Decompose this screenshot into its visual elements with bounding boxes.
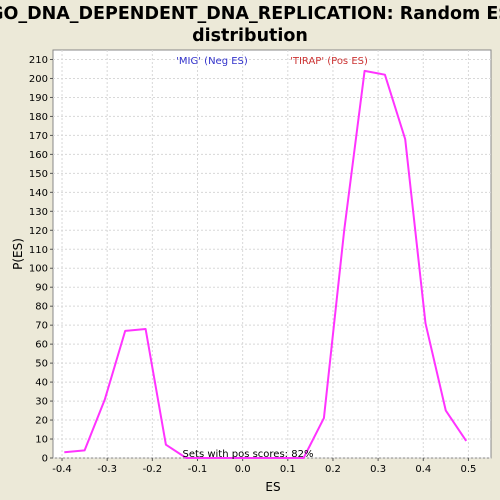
grid-lines [53,50,491,459]
y-tick-label: 10 [35,435,48,446]
y-tick-label: 90 [35,283,48,294]
y-tick-label: 30 [35,397,48,408]
x-tick-label: 0.4 [415,464,431,475]
y-tick-label: 180 [29,112,48,123]
x-tick-label: -0.3 [97,464,117,475]
y-tick-label: 110 [29,245,48,256]
y-axis: 0 10 20 30 40 50 60 70 80 90 100 110 120 130 140 150 160… [29,55,53,465]
y-tick-label: 130 [29,207,48,218]
plot-area [52,49,492,459]
legend-pos-es: 'TIRAP' (Pos ES) [290,56,368,67]
y-tick-label: 70 [35,321,48,332]
y-tick-label: 210 [29,55,48,66]
x-tick-label: 0.0 [235,464,251,475]
y-tick-label: 200 [29,74,48,85]
x-axis-label: ES [265,480,280,494]
x-tick-label: 0.2 [325,464,341,475]
y-tick-label: 100 [29,264,48,275]
y-tick-label: 160 [29,150,48,161]
y-tick-label: 50 [35,359,48,370]
y-tick-label: 80 [35,302,48,313]
y-axis-label: P(ES) [11,238,25,270]
y-tick-label: 20 [35,416,48,427]
y-tick-label: 190 [29,93,48,104]
x-tick-label: 0.5 [460,464,476,475]
x-tick-label: 0.3 [370,464,386,475]
y-tick-label: 140 [29,188,48,199]
x-axis: -0.4 -0.3 -0.2 -0.1 0.0 0.1 0.2 0.3 0.4 0.5 [52,458,476,475]
legend-neg-es: 'MIG' (Neg ES) [176,56,248,67]
y-tick-label: 60 [35,340,48,351]
y-tick-label: 120 [29,226,48,237]
y-tick-label: 40 [35,378,48,389]
x-tick-label: 0.1 [280,464,296,475]
pos-scores-annotation: Sets with pos scores: 82% [183,449,314,460]
y-tick-label: 150 [29,169,48,180]
x-tick-label: -0.2 [143,464,163,475]
chart-title-line1: GO_DNA_DEPENDENT_DNA_REPLICATION: Random… [0,4,500,24]
x-tick-label: -0.1 [188,464,208,475]
series-line [64,69,468,459]
chart-title-line2: distribution [192,26,308,46]
x-tick-label: -0.4 [52,464,72,475]
y-tick-label: 0 [42,454,48,465]
y-tick-label: 170 [29,131,48,142]
series-layer [64,69,468,459]
